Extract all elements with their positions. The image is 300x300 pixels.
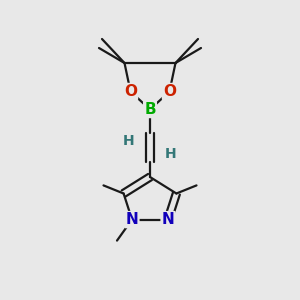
Text: O: O — [124, 84, 137, 99]
Text: H: H — [165, 147, 177, 160]
Text: H: H — [123, 134, 135, 148]
Text: N: N — [162, 212, 174, 227]
Text: B: B — [144, 102, 156, 117]
Text: N: N — [126, 212, 138, 227]
Text: O: O — [163, 84, 176, 99]
